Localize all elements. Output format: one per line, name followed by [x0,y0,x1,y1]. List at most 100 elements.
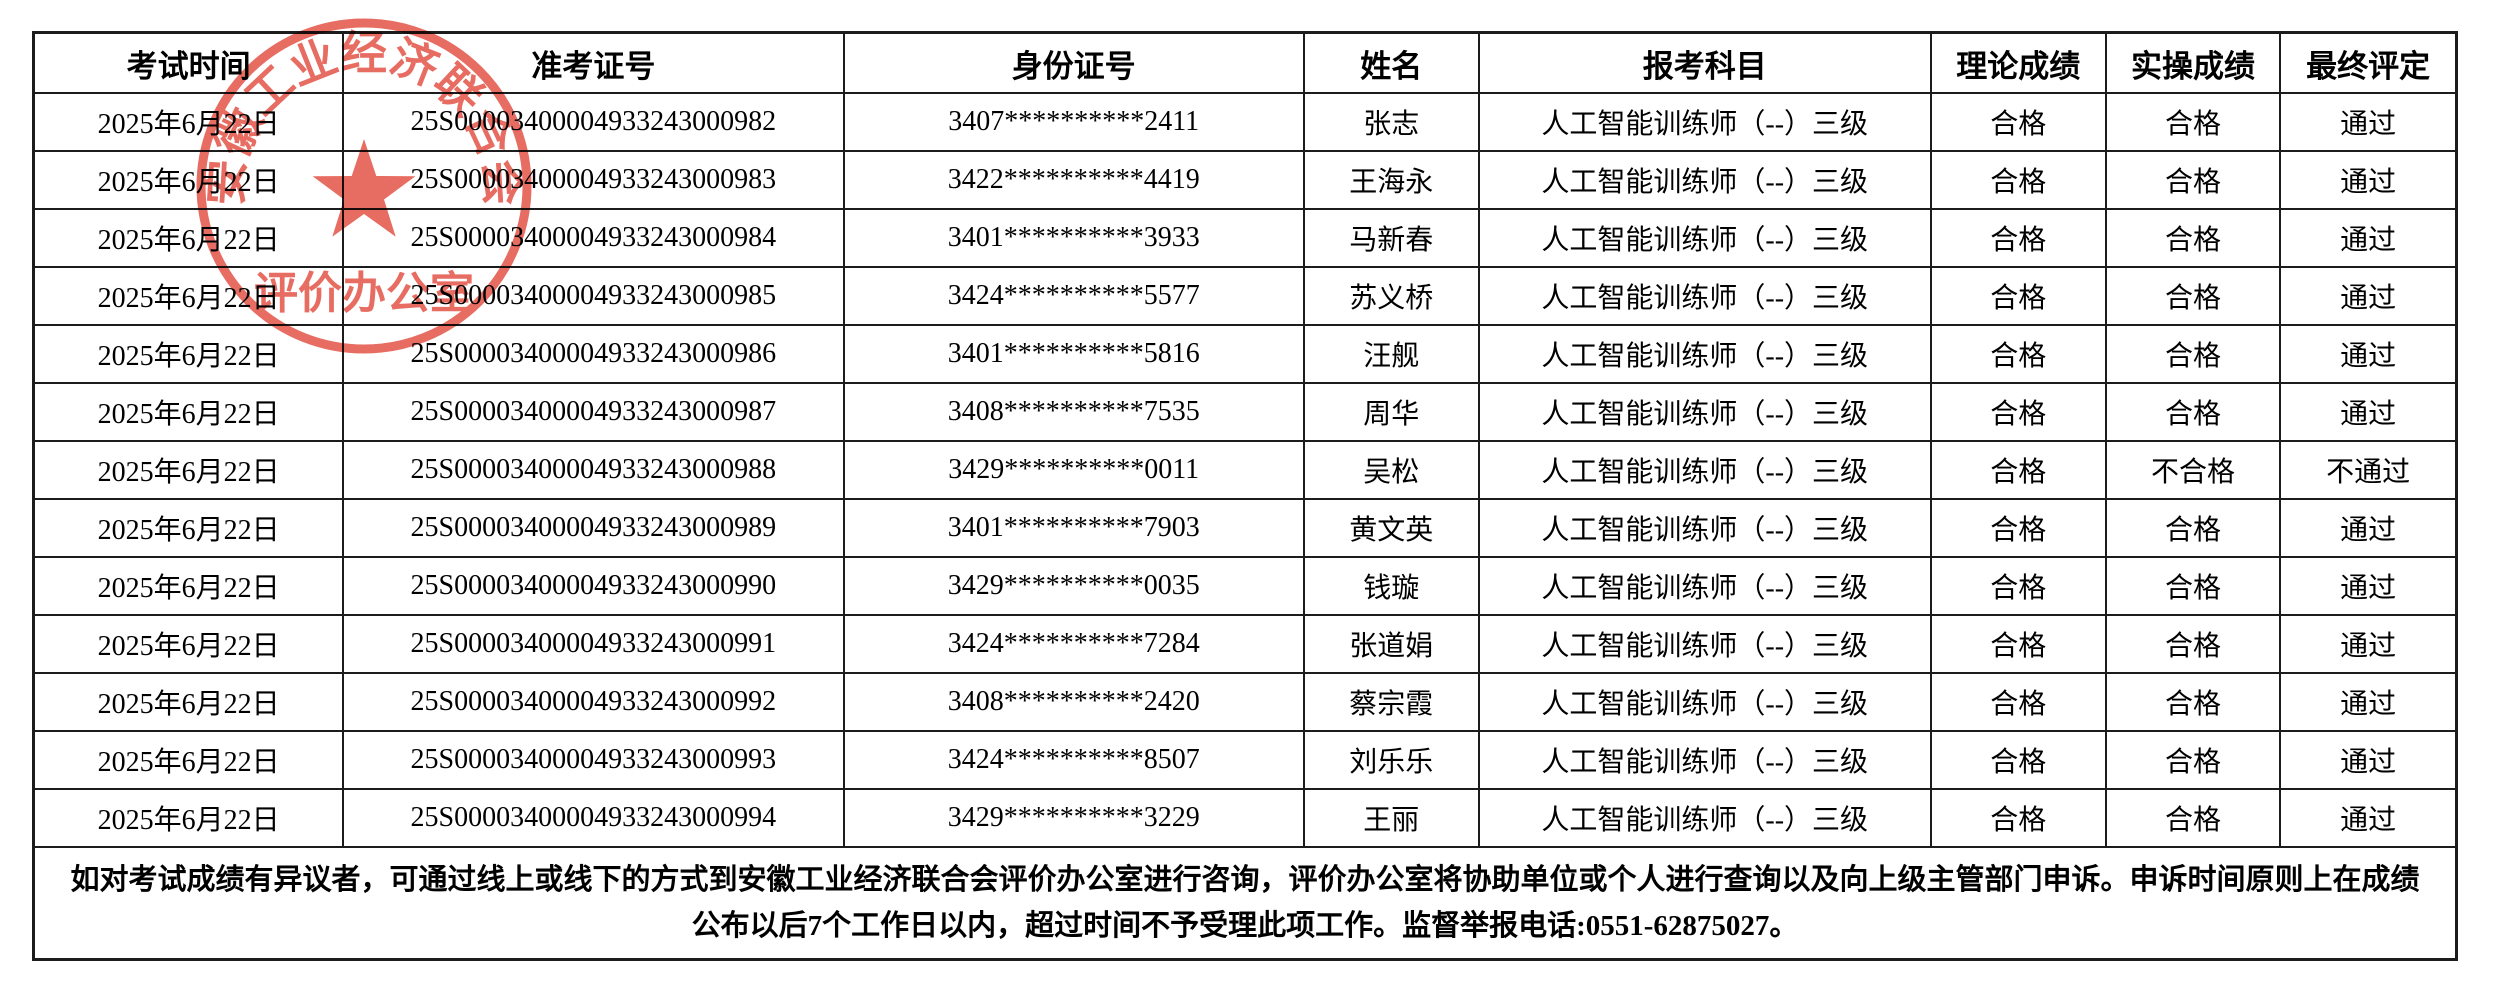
cell-ticket-number: 25S00003400004933243000987 [342,382,845,442]
cell-name: 钱璇 [1302,556,1480,616]
cell-exam-date: 2025年6月22日 [32,730,345,790]
cell-ticket-number: 25S00003400004933243000993 [342,730,845,790]
cell-practical-score: 合格 [2104,614,2282,674]
cell-ticket-number: 25S00003400004933243000982 [342,92,845,152]
cell-name: 蔡宗霞 [1302,672,1480,732]
cell-subject: 人工智能训练师（--）三级 [1477,382,1932,442]
cell-name: 张道娟 [1302,614,1480,674]
cell-exam-date: 2025年6月22日 [32,92,345,152]
column-header-ticket_no: 准考证号 [342,31,845,94]
cell-practical-score: 合格 [2104,672,2282,732]
cell-id-number: 3429**********0011 [842,440,1305,500]
cell-final-result: 通过 [2279,150,2458,210]
cell-practical-score: 合格 [2104,382,2282,442]
cell-practical-score: 合格 [2104,150,2282,210]
cell-exam-date: 2025年6月22日 [32,672,345,732]
cell-name: 刘乐乐 [1302,730,1480,790]
cell-subject: 人工智能训练师（--）三级 [1477,208,1932,268]
cell-subject: 人工智能训练师（--）三级 [1477,788,1932,848]
footer-row: 如对考试成绩有异议者，可通过线上或线下的方式到安徽工业经济联合会评价办公室进行咨… [32,846,2458,961]
cell-practical-score: 合格 [2104,556,2282,616]
cell-final-result: 通过 [2279,498,2458,558]
cell-theory-score: 合格 [1929,324,2107,384]
cell-ticket-number: 25S00003400004933243000990 [342,556,845,616]
results-table: 考试时间 准考证号 身份证号 姓名 报考科目 理论成绩 实操成绩 最终评定 2025年6月22… [32,31,2458,961]
cell-subject: 人工智能训练师（--）三级 [1477,440,1932,500]
cell-final-result: 通过 [2279,672,2458,732]
cell-theory-score: 合格 [1929,266,2107,326]
table-row: 2025年6月22日 25S00003400004933243000986 34… [32,324,2458,384]
header-row: 考试时间 准考证号 身份证号 姓名 报考科目 理论成绩 实操成绩 最终评定 [32,31,2458,94]
column-header-id_no: 身份证号 [842,31,1305,94]
cell-subject: 人工智能训练师（--）三级 [1477,92,1932,152]
cell-name: 张志 [1302,92,1480,152]
cell-id-number: 3429**********0035 [842,556,1305,616]
cell-final-result: 通过 [2279,382,2458,442]
cell-subject: 人工智能训练师（--）三级 [1477,498,1932,558]
cell-practical-score: 合格 [2104,498,2282,558]
cell-final-result: 通过 [2279,788,2458,848]
cell-final-result: 不通过 [2279,440,2458,500]
cell-final-result: 通过 [2279,266,2458,326]
table-row: 2025年6月22日 25S00003400004933243000987 34… [32,382,2458,442]
cell-theory-score: 合格 [1929,788,2107,848]
cell-subject: 人工智能训练师（--）三级 [1477,614,1932,674]
cell-exam-date: 2025年6月22日 [32,382,345,442]
cell-id-number: 3429**********3229 [842,788,1305,848]
column-header-theory: 理论成绩 [1929,31,2107,94]
cell-id-number: 3407**********2411 [842,92,1305,152]
cell-practical-score: 不合格 [2104,440,2282,500]
cell-theory-score: 合格 [1929,382,2107,442]
cell-exam-date: 2025年6月22日 [32,614,345,674]
cell-final-result: 通过 [2279,614,2458,674]
table-row: 2025年6月22日 25S00003400004933243000989 34… [32,498,2458,558]
table-row: 2025年6月22日 25S00003400004933243000984 34… [32,208,2458,268]
cell-name: 吴松 [1302,440,1480,500]
cell-id-number: 3424**********8507 [842,730,1305,790]
column-header-name: 姓名 [1302,31,1480,94]
cell-name: 黄文英 [1302,498,1480,558]
cell-exam-date: 2025年6月22日 [32,324,345,384]
cell-practical-score: 合格 [2104,92,2282,152]
cell-ticket-number: 25S00003400004933243000985 [342,266,845,326]
cell-ticket-number: 25S00003400004933243000988 [342,440,845,500]
cell-id-number: 3422**********4419 [842,150,1305,210]
cell-exam-date: 2025年6月22日 [32,150,345,210]
cell-id-number: 3401**********7903 [842,498,1305,558]
column-header-date: 考试时间 [32,31,345,94]
cell-exam-date: 2025年6月22日 [32,498,345,558]
table-row: 2025年6月22日 25S00003400004933243000993 34… [32,730,2458,790]
cell-theory-score: 合格 [1929,150,2107,210]
cell-theory-score: 合格 [1929,208,2107,268]
cell-final-result: 通过 [2279,556,2458,616]
cell-name: 王海永 [1302,150,1480,210]
cell-theory-score: 合格 [1929,730,2107,790]
cell-final-result: 通过 [2279,324,2458,384]
column-header-result: 最终评定 [2279,31,2458,94]
cell-exam-date: 2025年6月22日 [32,440,345,500]
table-row: 2025年6月22日 25S00003400004933243000983 34… [32,150,2458,210]
cell-name: 马新春 [1302,208,1480,268]
cell-name: 汪舰 [1302,324,1480,384]
cell-subject: 人工智能训练师（--）三级 [1477,266,1932,326]
table-row: 2025年6月22日 25S00003400004933243000992 34… [32,672,2458,732]
cell-id-number: 3408**********7535 [842,382,1305,442]
cell-theory-score: 合格 [1929,92,2107,152]
cell-id-number: 3424**********5577 [842,266,1305,326]
cell-ticket-number: 25S00003400004933243000989 [342,498,845,558]
cell-theory-score: 合格 [1929,440,2107,500]
table-row: 2025年6月22日 25S00003400004933243000985 34… [32,266,2458,326]
cell-name: 王丽 [1302,788,1480,848]
cell-subject: 人工智能训练师（--）三级 [1477,730,1932,790]
cell-practical-score: 合格 [2104,324,2282,384]
cell-subject: 人工智能训练师（--）三级 [1477,672,1932,732]
cell-practical-score: 合格 [2104,208,2282,268]
cell-final-result: 通过 [2279,92,2458,152]
cell-exam-date: 2025年6月22日 [32,556,345,616]
cell-ticket-number: 25S00003400004933243000986 [342,324,845,384]
column-header-subject: 报考科目 [1477,31,1932,94]
table-row: 2025年6月22日 25S00003400004933243000991 34… [32,614,2458,674]
cell-ticket-number: 25S00003400004933243000994 [342,788,845,848]
cell-theory-score: 合格 [1929,614,2107,674]
